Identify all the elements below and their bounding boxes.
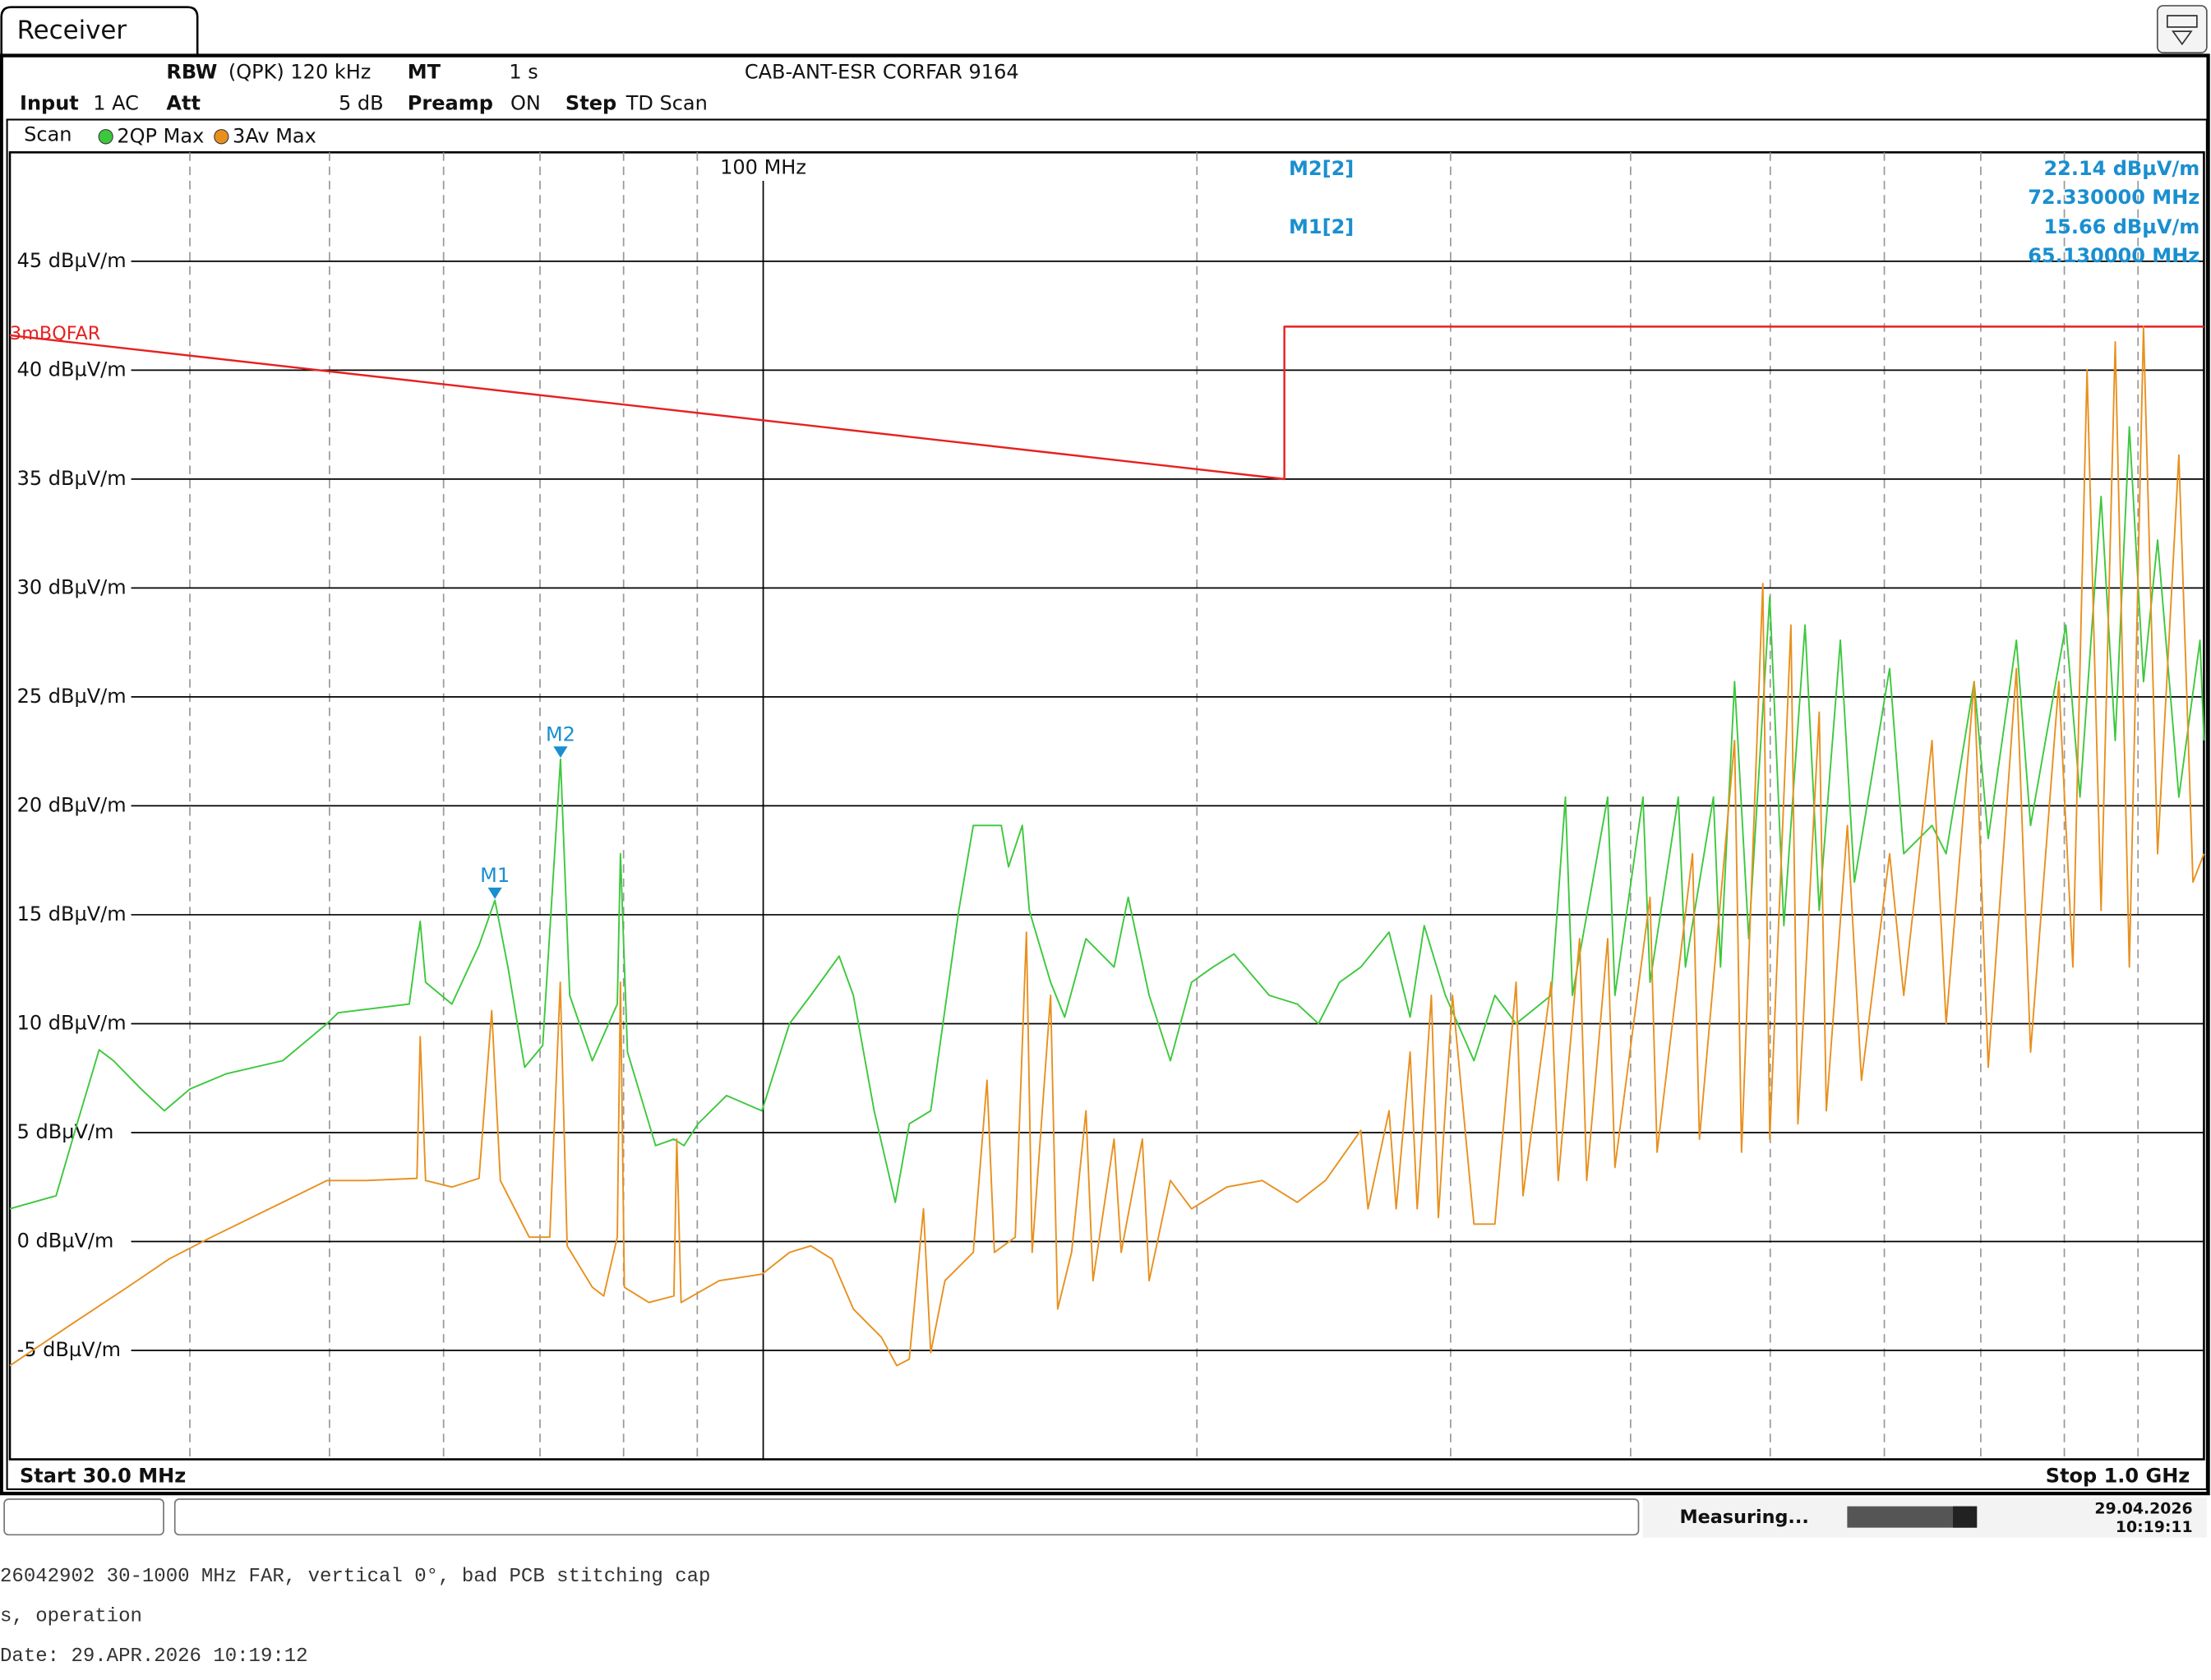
marker-triangle: [487, 887, 502, 899]
marker-readout: M1[2]: [1289, 215, 1354, 238]
marker-readout: M2[2]: [1289, 157, 1354, 180]
setting-label: Input: [20, 91, 79, 114]
menu-icon[interactable]: [2156, 5, 2208, 53]
y-tick-label: 40 dBµV/m: [17, 358, 127, 381]
icon-part[interactable]: [2166, 15, 2198, 28]
footer-line: s, operation: [0, 1605, 142, 1627]
status-state: Measuring...: [1679, 1507, 1808, 1528]
setting-label: Preamp: [408, 91, 493, 114]
setting-value: CAB-ANT-ESR CORFAR 9164: [745, 60, 1019, 83]
setting-value: 1 s: [509, 60, 538, 83]
setting-value: TD Scan: [625, 91, 708, 114]
limit-line: [9, 325, 2204, 481]
trace-mode: Scan: [24, 122, 72, 145]
legend-label: 3Av Max: [233, 124, 316, 147]
setting-label: RBW: [166, 60, 217, 83]
progress-fill: [1953, 1506, 1978, 1528]
setting-label: Att: [166, 91, 201, 114]
trace-window: [6, 118, 2208, 1490]
marker-level: 15.66 dBµV/m: [2043, 215, 2199, 238]
icon-box[interactable]: [2156, 5, 2208, 53]
setting-value: 5 dB: [339, 91, 384, 114]
tab[interactable]: [0, 6, 199, 58]
legend-label: 2QP Max: [117, 124, 204, 147]
y-tick-label: 10 dBµV/m: [17, 1011, 127, 1034]
legend: 2QP Max 3Av Max: [98, 124, 316, 147]
marker-level: 22.14 dBµV/m: [2043, 157, 2199, 180]
y-tick-label: 45 dBµV/m: [17, 249, 127, 272]
icon-part[interactable]: [2172, 30, 2193, 46]
status-field: [173, 1498, 1640, 1536]
marker-frequency: 65.130000 MHz: [2028, 244, 2199, 267]
trace-line: [9, 426, 2205, 1210]
legend-marker: [98, 129, 113, 145]
tab-title[interactable]: Receiver: [17, 16, 127, 45]
status-bar: Measuring... 29.04.2026 10:19:11: [3, 1498, 2207, 1538]
status-time: 10:19:11: [2116, 1518, 2193, 1536]
y-tick-label: 25 dBµV/m: [17, 685, 127, 708]
y-tick-label: 20 dBµV/m: [17, 793, 127, 816]
footer-line: Date: 29.APR.2026 10:19:12: [0, 1645, 308, 1668]
x-start-label: Start 30.0 MHz: [20, 1464, 186, 1487]
marker-label: M1: [480, 864, 510, 887]
y-tick-label: 5 dBµV/m: [17, 1120, 114, 1143]
x-stop-label: Stop 1.0 GHz: [2046, 1464, 2190, 1487]
y-tick-label: 0 dBµV/m: [17, 1229, 114, 1252]
status-date: 29.04.2026: [2094, 1500, 2192, 1518]
setting-label: Step: [565, 91, 616, 114]
marker-frequency: 72.330000 MHz: [2028, 186, 2199, 209]
trace-line: [9, 325, 2205, 1367]
legend-marker: [214, 129, 229, 145]
x-tick-label: 100 MHz: [720, 155, 806, 178]
setting-value: 1 AC: [93, 91, 139, 114]
setting-value: ON: [510, 91, 541, 114]
window-frame: [0, 53, 2210, 1496]
y-tick-label: 15 dBµV/m: [17, 902, 127, 925]
marker-triangle: [553, 746, 568, 758]
footer-line: 26042902 30-1000 MHz FAR, vertical 0°, b…: [0, 1566, 710, 1588]
plot: 100 MHz 45 dBµV/m 40 dBµV/m 35 dBµV/m 30 dBµ…: [8, 151, 2205, 1487]
setting-value: (QPK) 120 kHz: [228, 60, 372, 83]
setting-label: MT: [408, 60, 441, 83]
y-tick-label: 35 dBµV/m: [17, 467, 127, 490]
limit-label: 3mBQFAR: [10, 323, 100, 344]
marker-label: M2: [546, 722, 575, 745]
y-tick-label: 30 dBµV/m: [17, 575, 127, 598]
status-field: [3, 1498, 164, 1536]
